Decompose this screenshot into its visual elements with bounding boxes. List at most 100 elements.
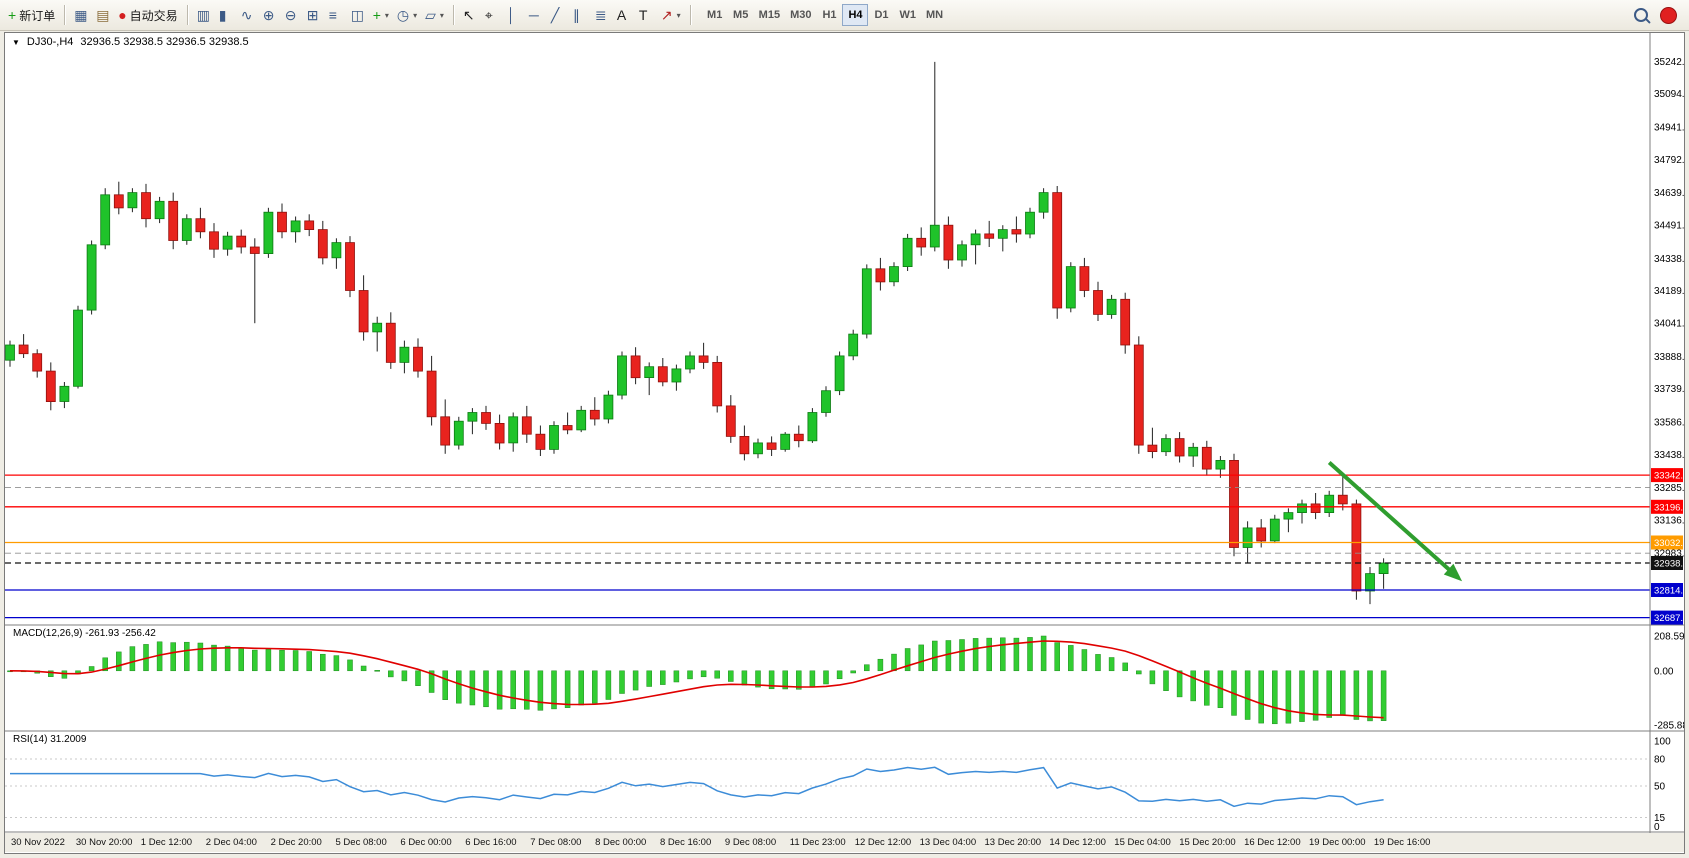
alert-badge-icon[interactable] [1660, 6, 1677, 24]
auto-arrange-button[interactable]: ◫ [347, 3, 369, 27]
timeframe-m1[interactable]: M1 [702, 4, 728, 26]
timeframe-h1[interactable]: H1 [816, 4, 842, 26]
indicators-list-button[interactable]: ≡ [325, 3, 347, 27]
svg-text:100: 100 [1654, 737, 1671, 748]
svg-text:32687.8: 32687.8 [1654, 613, 1684, 624]
toolbar-separator [689, 5, 691, 25]
time-label: 7 Dec 08:00 [530, 837, 582, 848]
vertical-line-button[interactable]: │ [503, 3, 525, 27]
time-label: 30 Nov 2022 [11, 837, 65, 848]
svg-text:35242.5: 35242.5 [1654, 57, 1684, 68]
candlestick-chart-button[interactable]: ▮ [215, 3, 237, 27]
vertical-line-icon: │ [506, 7, 516, 23]
svg-text:34491.0: 34491.0 [1654, 221, 1684, 232]
periods-icon: ◷ [396, 7, 410, 23]
bar-chart-button[interactable]: ▥ [193, 3, 215, 27]
timeframe-m15[interactable]: M15 [754, 4, 785, 26]
svg-text:80: 80 [1654, 755, 1666, 766]
svg-text:0: 0 [1654, 822, 1660, 833]
candlesticks [5, 61, 1389, 605]
svg-text:33438.0: 33438.0 [1654, 450, 1684, 461]
rsi-panel [5, 758, 1650, 818]
time-label: 6 Dec 16:00 [465, 837, 517, 848]
toolbar-button-groups: + 新订单 ▦ ▤ ● 自动交易 ▥ ▮ ∿ ⊕ ⊖ ⊞ ≡ ◫ + ▾ ◷ ▾ ▱ ▾ ↖ ⌖ │ ─ ╱ ∥ ≣ A T ↗ ▾ [4, 3, 685, 27]
tile-windows-icon: ⊞ [306, 7, 319, 23]
chart-title: ▼ DJ30-,H4 32936.5 32938.5 32936.5 32938… [12, 36, 249, 48]
auto-trading-icon: ● [118, 7, 127, 23]
cursor-icon: ↖ [462, 7, 475, 23]
svg-text:32938.5: 32938.5 [1654, 559, 1684, 570]
svg-text:34189.5: 34189.5 [1654, 286, 1684, 297]
macd-panel [7, 635, 1387, 725]
timeframe-d1[interactable]: D1 [868, 4, 894, 26]
text-label-button[interactable]: T [635, 3, 657, 27]
time-label: 30 Nov 20:00 [75, 837, 133, 848]
tile-windows-button[interactable]: ⊞ [303, 3, 325, 27]
time-label: 8 Dec 16:00 [660, 837, 712, 848]
time-label: 13 Dec 20:00 [984, 837, 1042, 848]
svg-text:33196.6: 33196.6 [1654, 502, 1684, 513]
trend-arrow[interactable] [1327, 461, 1463, 582]
time-label: 12 Dec 12:00 [854, 837, 912, 848]
auto-trading-button[interactable]: ● 自动交易 [114, 3, 181, 27]
fibonacci-button[interactable]: ≣ [591, 3, 613, 27]
fibonacci-icon: ≣ [594, 7, 607, 23]
timeframe-h4[interactable]: H4 [842, 4, 869, 26]
line-chart-icon: ∿ [240, 7, 253, 23]
new-order-icon: + [8, 7, 17, 23]
search-icon [1634, 8, 1648, 22]
svg-text:0.00: 0.00 [1654, 666, 1674, 677]
svg-text:35094.0: 35094.0 [1654, 89, 1684, 100]
svg-text:33136.5: 33136.5 [1654, 515, 1684, 526]
text-button[interactable]: A [613, 3, 635, 27]
add-indicator-button[interactable]: + ▾ [369, 3, 393, 27]
bar-chart-icon: ▥ [196, 7, 210, 23]
profiles-icon: ▤ [96, 7, 110, 23]
price-chart[interactable]: 35242.5 35094.0 34941.0 34792.5 34639.5 34491… [5, 33, 1684, 833]
arrow-objects-icon: ↗ [660, 7, 673, 23]
equidistant-channel-button[interactable]: ∥ [569, 3, 591, 27]
svg-text:34639.5: 34639.5 [1654, 188, 1684, 199]
zoom-in-button[interactable]: ⊕ [259, 3, 281, 27]
line-chart-button[interactable]: ∿ [237, 3, 259, 27]
time-label: 1 Dec 12:00 [140, 837, 193, 848]
chart-window: 35242.5 35094.0 34941.0 34792.5 34639.5 34491… [4, 32, 1685, 854]
profiles-button[interactable]: ▤ [92, 3, 114, 27]
timeframe-mn[interactable]: MN [921, 4, 948, 26]
chart-windows-button[interactable]: ▦ [70, 3, 92, 27]
svg-text:208.59: 208.59 [1654, 632, 1684, 643]
toolbar: + 新订单 ▦ ▤ ● 自动交易 ▥ ▮ ∿ ⊕ ⊖ ⊞ ≡ ◫ + ▾ ◷ ▾ ▱ ▾ ↖ ⌖ │ ─ ╱ ∥ ≣ A T ↗ ▾ M1 M… [0, 0, 1689, 31]
timeframe-m5[interactable]: M5 [728, 4, 754, 26]
symbol-period-label: DJ30-,H4 [26, 36, 74, 48]
time-label: 2 Dec 20:00 [270, 837, 322, 848]
new-order-button[interactable]: + 新订单 [4, 3, 59, 27]
trendline-button[interactable]: ╱ [547, 3, 569, 27]
templates-button[interactable]: ▱ ▾ [421, 3, 448, 27]
horizontal-line-button[interactable]: ─ [525, 3, 547, 27]
timeframe-m30[interactable]: M30 [785, 4, 816, 26]
macd-label: MACD(12,26,9) -261.93 -256.42 [13, 628, 156, 639]
search-button[interactable] [1630, 3, 1652, 27]
time-label: 5 Dec 08:00 [335, 837, 387, 848]
svg-text:15: 15 [1654, 813, 1666, 824]
svg-text:50: 50 [1654, 782, 1666, 793]
level-lines[interactable] [5, 474, 1650, 619]
zoom-out-icon: ⊖ [284, 7, 297, 23]
arrow-objects-button[interactable]: ↗ ▾ [657, 3, 685, 27]
toolbar-separator [64, 5, 66, 25]
trendline-icon: ╱ [550, 7, 560, 23]
time-axis[interactable]: 30 Nov 2022 30 Nov 20:00 1 Dec 12:00 2 Dec … [5, 833, 1684, 852]
symbol-dropdown-icon[interactable]: ▼ [12, 37, 20, 47]
chart-windows-icon: ▦ [74, 7, 88, 23]
timeframe-w1[interactable]: W1 [894, 4, 921, 26]
toolbar-right [1630, 3, 1685, 27]
crosshair-icon: ⌖ [484, 7, 493, 23]
zoom-out-button[interactable]: ⊖ [281, 3, 303, 27]
toolbar-separator [186, 5, 188, 25]
chevron-down-icon: ▾ [439, 10, 444, 20]
chevron-down-icon: ▾ [384, 10, 389, 20]
periods-button[interactable]: ◷ ▾ [393, 3, 421, 27]
crosshair-button[interactable]: ⌖ [481, 3, 503, 27]
cursor-button[interactable]: ↖ [459, 3, 481, 27]
